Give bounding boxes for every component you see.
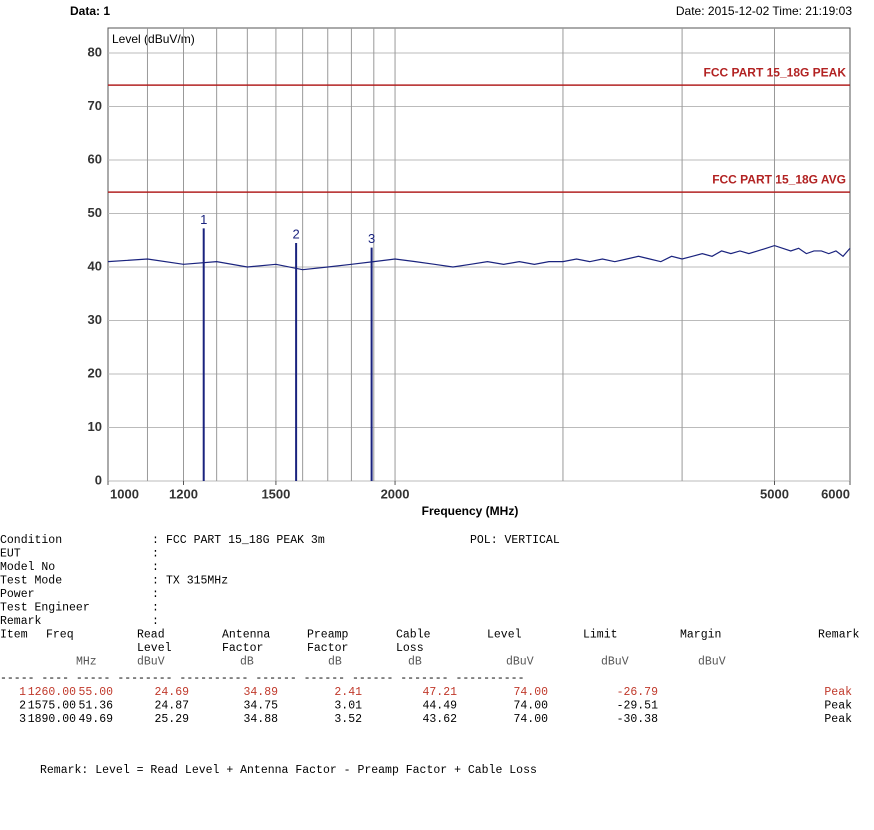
table-cell: 34.88 (243, 713, 278, 726)
table-cell: -26.79 (617, 686, 659, 699)
x-tick-label: 1200 (169, 486, 198, 501)
trace (107, 244, 851, 271)
condition-label: Condition (0, 534, 62, 547)
y-tick-label: 30 (88, 312, 102, 327)
x-tick-label: 1000 (110, 486, 139, 501)
x-tick-label: 5000 (760, 486, 789, 501)
table-cell: 3.52 (334, 713, 362, 726)
condition-extra: POL: VERTICAL (470, 534, 560, 547)
table-cell: 3 (19, 713, 26, 726)
table-header: Freq (46, 629, 74, 642)
table-cell: 1260.00 (28, 686, 76, 699)
table-header: dBuV (601, 656, 629, 669)
table-cell: 49.69 (78, 713, 113, 726)
marker-label: 2 (292, 226, 299, 241)
marker-label: 3 (368, 231, 375, 246)
marker-label: 1 (200, 212, 207, 227)
table-header: dB (240, 656, 254, 669)
table-cell: Peak (824, 686, 852, 699)
y-tick-label: 70 (88, 98, 102, 113)
condition-label: Test Mode (0, 575, 62, 588)
table-header: dBuV (137, 656, 165, 669)
table-cell: 1 (19, 686, 26, 699)
condition-label: Model No (0, 561, 55, 574)
x-axis-label: Frequency (MHz) (422, 504, 519, 518)
table-cell: 74.00 (513, 713, 548, 726)
x-tick-label: 6000 (821, 486, 850, 501)
table-cell: 24.69 (154, 686, 189, 699)
condition-colon: : (152, 615, 159, 628)
table-cell: 74.00 (513, 700, 548, 713)
table-header: dB (408, 656, 422, 669)
table-header: Limit (583, 629, 618, 642)
table-cell: 43.62 (422, 713, 457, 726)
condition-value: TX 315MHz (166, 575, 228, 588)
condition-colon: : (152, 588, 159, 601)
table-cell: 2 (19, 700, 26, 713)
y-tick-label: 40 (88, 258, 102, 273)
x-tick-label: 2000 (381, 486, 410, 501)
remark-formula: Remark: Level = Read Level + Antenna Fac… (40, 764, 537, 777)
table-cell: 51.36 (78, 700, 113, 713)
condition-colon: : (152, 561, 159, 574)
table-cell: 2.41 (334, 686, 362, 699)
condition-colon: : (152, 575, 159, 588)
table-header: Preamp (307, 629, 349, 642)
table-header: Remark (818, 629, 860, 642)
table-header: dBuV (506, 656, 534, 669)
table-separator: ----- ---- ----- -------- ---------- ---… (0, 672, 525, 685)
table-header: Level (487, 629, 522, 642)
limit-label: FCC PART 15_18G AVG (712, 172, 846, 186)
table-cell: 34.89 (243, 686, 278, 699)
table-cell: -30.38 (617, 713, 659, 726)
x-tick-label: 1500 (261, 486, 290, 501)
table-header: MHz (76, 656, 97, 669)
table-cell: 47.21 (422, 686, 457, 699)
table-header: Cable (396, 629, 431, 642)
condition-label: Test Engineer (0, 602, 90, 615)
y-tick-label: 0 (95, 472, 102, 487)
y-tick-label: 60 (88, 151, 102, 166)
table-header: Factor (222, 642, 263, 655)
table-header: Loss (396, 642, 424, 655)
condition-label: Power (0, 588, 35, 601)
table-header: dBuV (698, 656, 726, 669)
table-header: Item (0, 629, 28, 642)
table-header: Level (137, 642, 172, 655)
table-cell: 3.01 (334, 700, 362, 713)
condition-colon: : (152, 534, 159, 547)
condition-colon: : (152, 602, 159, 615)
table-cell: 24.87 (154, 700, 189, 713)
plot-frame (107, 27, 851, 482)
condition-label: Remark (0, 615, 42, 628)
data-label: Data: 1 (70, 4, 110, 18)
table-header: Factor (307, 642, 348, 655)
limit-label: FCC PART 15_18G PEAK (704, 65, 847, 79)
condition-colon: : (152, 548, 159, 561)
y-tick-label: 50 (88, 205, 102, 220)
y-tick-label: 10 (88, 419, 102, 434)
timestamp: Date: 2015-12-02 Time: 21:19:03 (676, 4, 852, 18)
table-cell: 1890.00 (28, 713, 76, 726)
table-header: Read (137, 629, 165, 642)
table-cell: 25.29 (154, 713, 189, 726)
table-cell: 44.49 (422, 700, 457, 713)
table-cell: Peak (824, 713, 852, 726)
y-tick-label: 80 (88, 44, 102, 59)
table-cell: Peak (824, 700, 852, 713)
condition-label: EUT (0, 548, 21, 561)
table-cell: -29.51 (617, 700, 659, 713)
condition-value: FCC PART 15_18G PEAK 3m (166, 534, 325, 547)
table-header: Margin (680, 629, 721, 642)
table-header: Antenna (222, 629, 270, 642)
table-cell: 55.00 (78, 686, 113, 699)
table-cell: 34.75 (243, 700, 278, 713)
table-cell: 1575.00 (28, 700, 76, 713)
table-cell: 74.00 (513, 686, 548, 699)
y-tick-label: 20 (88, 365, 102, 380)
y-axis-label: Level (dBuV/m) (112, 32, 195, 46)
table-header: dB (328, 656, 342, 669)
